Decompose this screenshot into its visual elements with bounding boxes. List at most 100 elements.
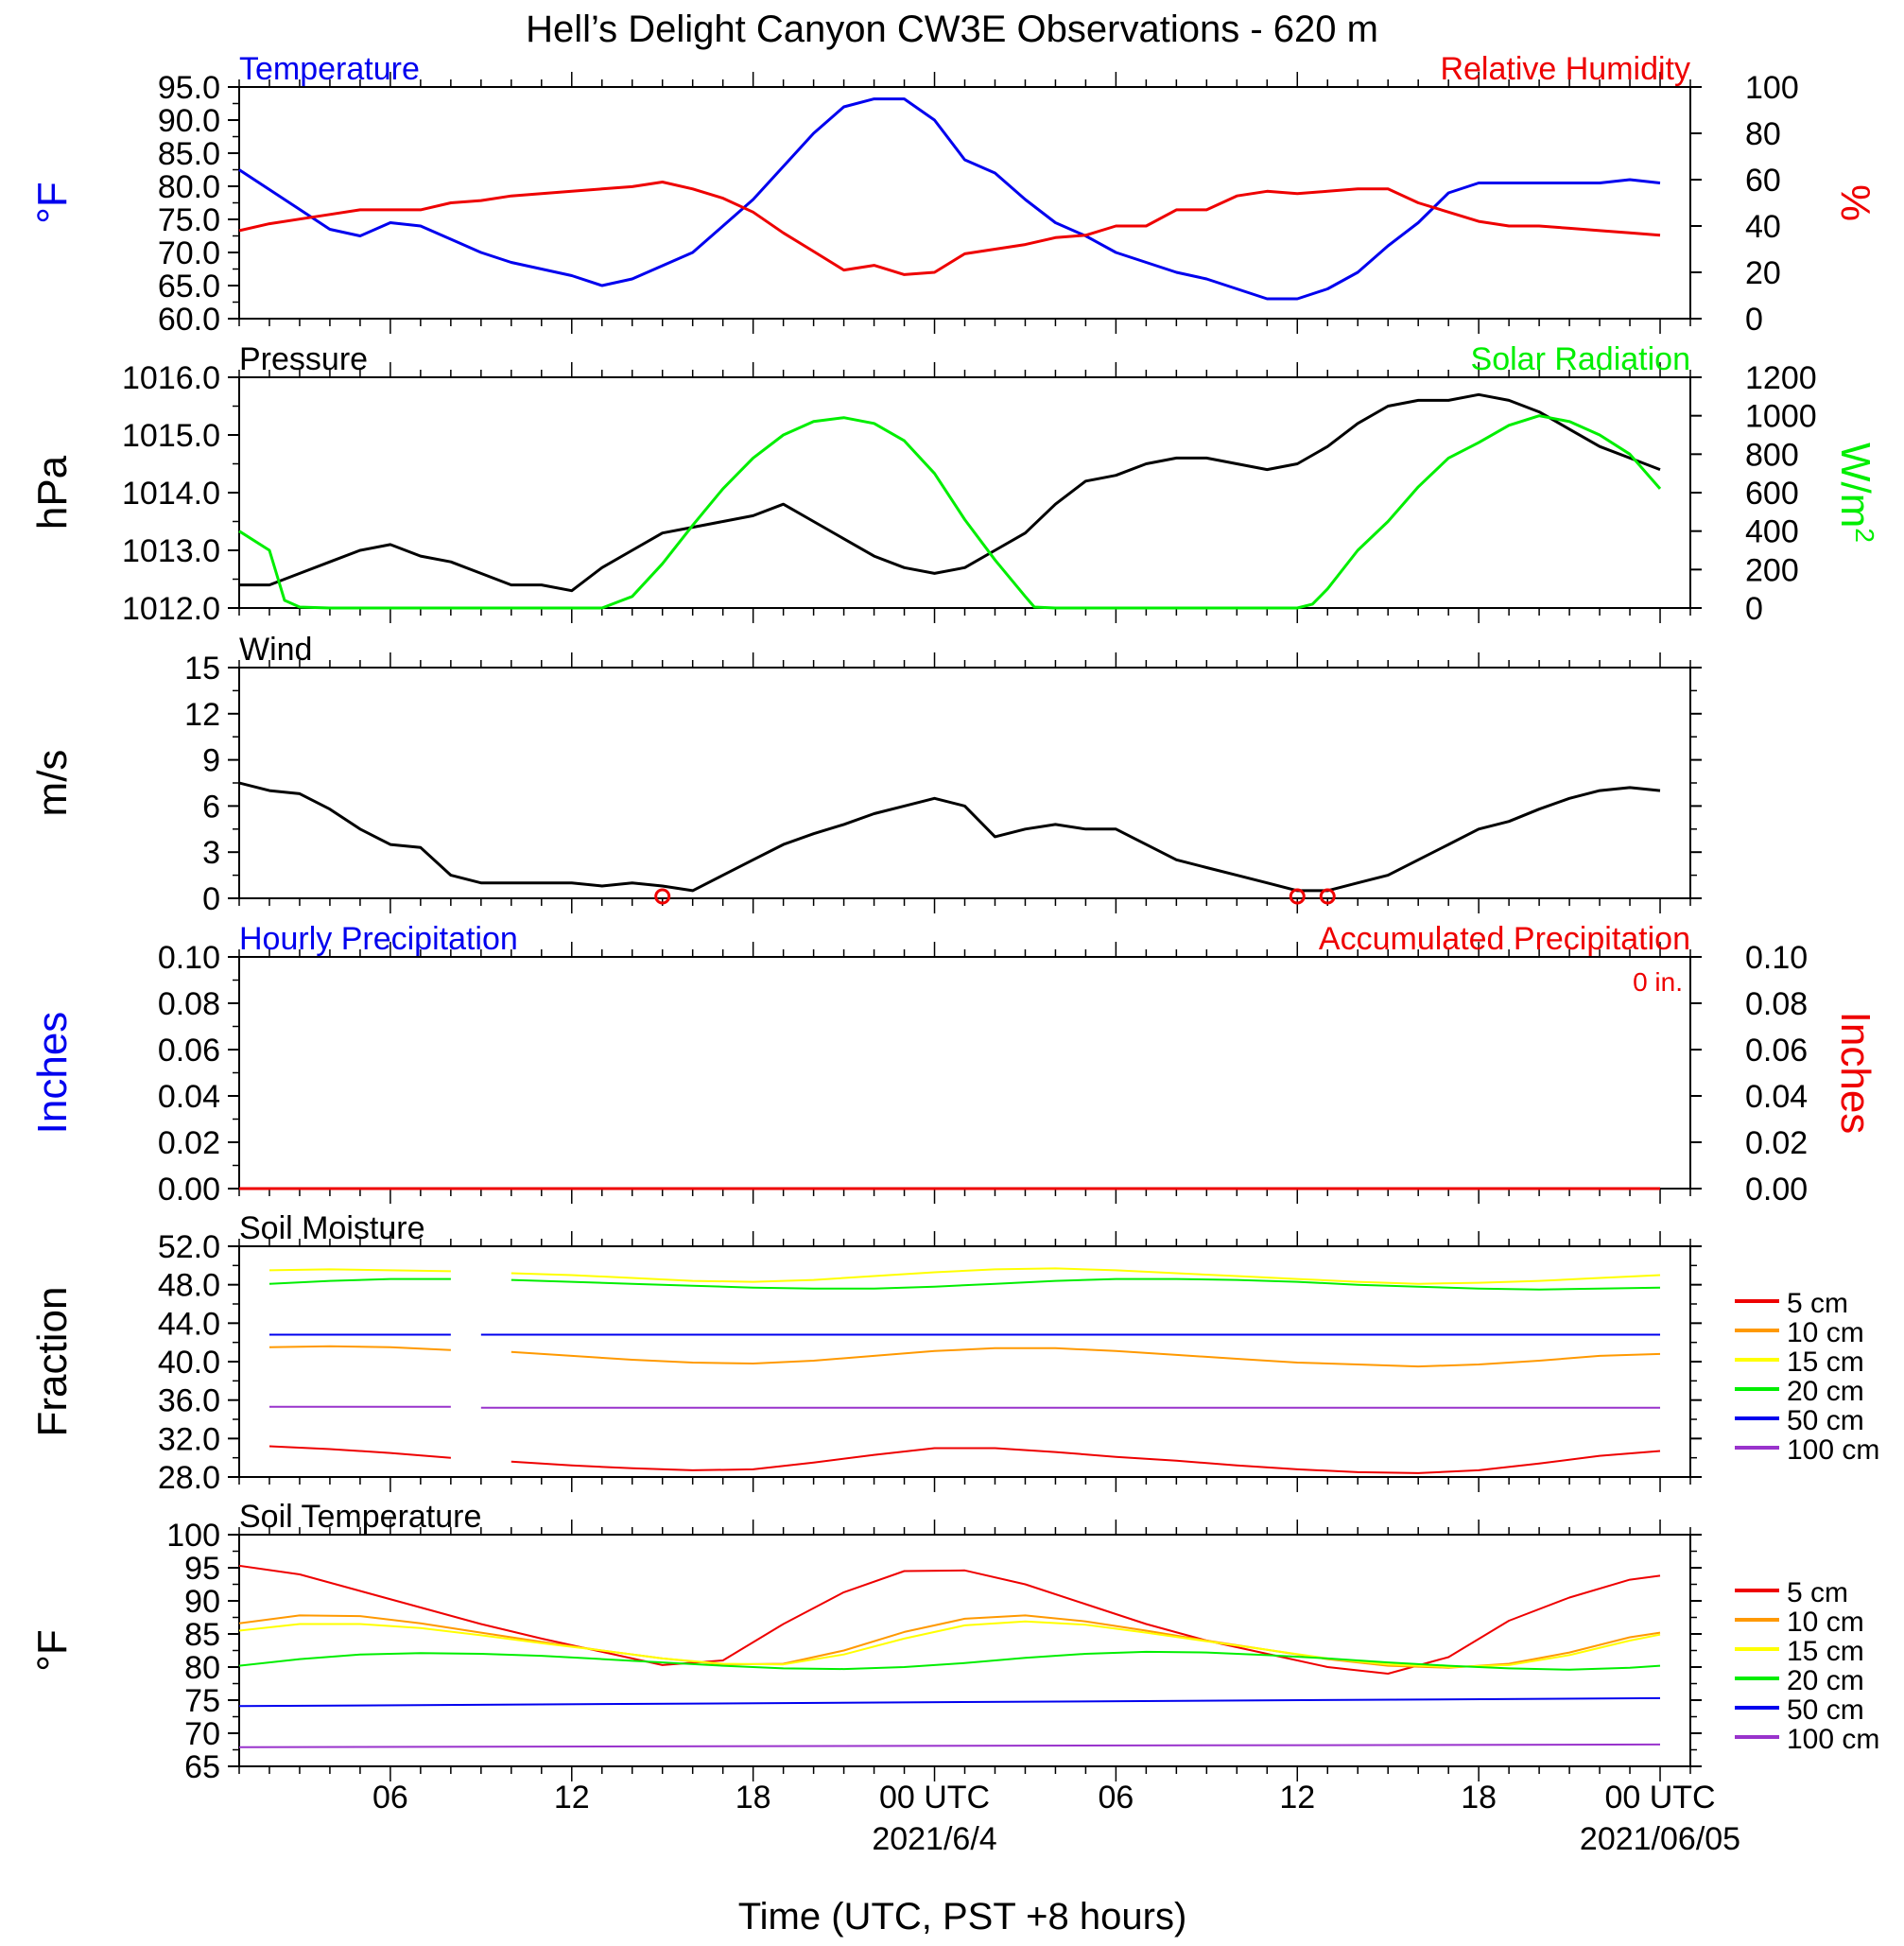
chart-panels: 60.065.070.075.080.085.090.095.002040608… xyxy=(29,51,1880,1785)
y-tick-label-right: 400 xyxy=(1745,514,1799,550)
x-tick-label: 12 xyxy=(554,1780,590,1816)
y-tick-label-left: 1015.0 xyxy=(122,418,220,454)
y-axis-label-left: °F xyxy=(29,182,76,223)
y-axis-label-right: % xyxy=(1832,184,1878,221)
legend-label: 10 cm xyxy=(1787,1607,1864,1638)
y-tick-label-left: 80.0 xyxy=(158,169,220,205)
y-tick-label-right: 0.04 xyxy=(1745,1079,1808,1115)
y-tick-label-left: 80 xyxy=(184,1650,220,1686)
panel-3: 0 3 6 9 12 15 Wind m/s xyxy=(29,632,1702,917)
y-tick-label-left: 0.08 xyxy=(158,986,220,1022)
panel-annotation: 0 in. xyxy=(1633,967,1683,997)
x-tick-label: 06 xyxy=(372,1780,408,1816)
y-tick-label-left: 0.00 xyxy=(158,1172,220,1208)
x-axis-label: Time (UTC, PST +8 hours) xyxy=(738,1896,1187,1937)
y-tick-label-right: 80 xyxy=(1745,116,1781,152)
panel-left-title: Soil Temperature xyxy=(239,1499,481,1535)
y-axis-label-left: m/s xyxy=(29,750,76,817)
panel-right-title: Solar Radiation xyxy=(1471,341,1690,377)
panel-frame xyxy=(238,1245,1691,1478)
legend-label: 20 cm xyxy=(1787,1665,1864,1696)
y-axis-label-left: Fraction xyxy=(29,1287,76,1437)
panel-left-title: Pressure xyxy=(239,341,368,377)
x-tick-label: 00 UTC xyxy=(1604,1780,1715,1816)
x-tick-label: 12 xyxy=(1279,1780,1315,1816)
panel-frame xyxy=(238,956,1691,1190)
y-tick-label-left: 1016.0 xyxy=(122,360,220,396)
y-tick-label-left: 0 xyxy=(202,881,220,917)
legend-label: 10 cm xyxy=(1787,1317,1864,1348)
y-tick-label-left: 60.0 xyxy=(158,302,220,338)
y-tick-label-left: 44.0 xyxy=(158,1306,220,1342)
series-line xyxy=(239,392,1661,593)
panel-left-title: Hourly Precipitation xyxy=(239,921,518,957)
chart-title: Hell’s Delight Canyon CW3E Observations … xyxy=(526,9,1378,50)
panel-4: 0.00 0.02 0.04 0.06 0.08 0.10 0.00 0.02 0.04 0.06… xyxy=(29,921,1878,1208)
y-tick-label-left: 65 xyxy=(184,1749,220,1785)
y-tick-label-left: 75 xyxy=(184,1683,220,1719)
legend-label: 5 cm xyxy=(1787,1288,1848,1319)
legend-label: 100 cm xyxy=(1787,1724,1879,1755)
series-line xyxy=(238,181,1661,276)
y-tick-label-left: 0.10 xyxy=(158,940,220,976)
y-tick-label-left: 90.0 xyxy=(158,103,220,139)
y-tick-label-right: 1000 xyxy=(1745,399,1817,435)
y-tick-label-left: 100 xyxy=(166,1518,220,1554)
legend-label: 100 cm xyxy=(1787,1434,1879,1466)
series-line xyxy=(238,1564,1661,1675)
panel-frame xyxy=(238,376,1691,609)
y-tick-label-left: 0.06 xyxy=(158,1033,220,1069)
series-line xyxy=(238,781,1661,893)
panel-5: 28.032.036.040.044.048.052.0 Soil Moistur… xyxy=(29,1210,1879,1496)
legend-label: 50 cm xyxy=(1787,1694,1864,1726)
y-tick-label-left: 48.0 xyxy=(158,1268,220,1304)
y-axis-label-superscript: 2 xyxy=(1851,528,1880,543)
time-axis: 06 12 18 00 UTC 2021/6/4 06 12 18 00 UTC 2021/06/… xyxy=(372,1780,1740,1857)
x-date-label: 2021/06/05 xyxy=(1580,1821,1740,1857)
y-tick-label-left: 12 xyxy=(184,697,220,733)
y-tick-label-left: 70.0 xyxy=(158,235,220,271)
series-line xyxy=(238,1620,1661,1668)
y-tick-label-left: 85.0 xyxy=(158,136,220,172)
legend-label: 15 cm xyxy=(1787,1347,1864,1378)
legend-label: 20 cm xyxy=(1787,1376,1864,1407)
panel-left-title: Temperature xyxy=(239,51,420,87)
panel-left-title: Wind xyxy=(239,632,312,668)
panel-frame xyxy=(238,1534,1691,1767)
y-tick-label-left: 1014.0 xyxy=(122,476,220,512)
y-axis-label-right: Inches xyxy=(1832,1012,1878,1135)
x-tick-label: 00 UTC xyxy=(879,1780,990,1816)
series-line xyxy=(238,1650,1661,1671)
series-line xyxy=(238,1696,1661,1708)
y-tick-label-right: 100 xyxy=(1745,70,1799,106)
panel-1: 60.065.070.075.080.085.090.095.0 0 20 40 60 8… xyxy=(29,51,1878,338)
x-tick-label: 18 xyxy=(736,1780,771,1816)
panel-2: 1012.0 1013.0 1014.0 1015.0 1016.0 0200400600… xyxy=(29,341,1880,627)
y-tick-label-right: 0.10 xyxy=(1745,940,1808,976)
y-tick-label-right: 0.00 xyxy=(1745,1172,1808,1208)
y-tick-label-left: 32.0 xyxy=(158,1421,220,1457)
calm-wind-marker xyxy=(1289,888,1306,905)
y-tick-label-left: 3 xyxy=(202,835,220,871)
x-tick-label: 06 xyxy=(1098,1780,1134,1816)
y-tick-label-left: 65.0 xyxy=(158,269,220,304)
series-line xyxy=(238,1743,1661,1748)
y-tick-label-right: 800 xyxy=(1745,437,1799,473)
series-line xyxy=(268,1445,1661,1474)
y-tick-label-right: 0 xyxy=(1745,302,1763,338)
y-axis-label-left: hPa xyxy=(29,455,76,530)
y-tick-label-right: 0.02 xyxy=(1745,1125,1808,1161)
series-line xyxy=(268,1405,1661,1409)
x-date-label: 2021/6/4 xyxy=(872,1821,996,1857)
y-tick-label-left: 0.02 xyxy=(158,1125,220,1161)
y-tick-label-left: 1013.0 xyxy=(122,533,220,569)
y-tick-label-left: 52.0 xyxy=(158,1229,220,1265)
y-tick-label-left: 75.0 xyxy=(158,202,220,238)
calm-wind-marker xyxy=(1319,888,1336,905)
y-tick-label-left: 9 xyxy=(202,743,220,779)
y-tick-label-left: 28.0 xyxy=(158,1460,220,1496)
series-line xyxy=(268,1267,1661,1285)
x-tick-label: 18 xyxy=(1461,1780,1497,1816)
y-axis-label-left: Inches xyxy=(29,1012,76,1135)
y-tick-label-right: 60 xyxy=(1745,163,1781,199)
